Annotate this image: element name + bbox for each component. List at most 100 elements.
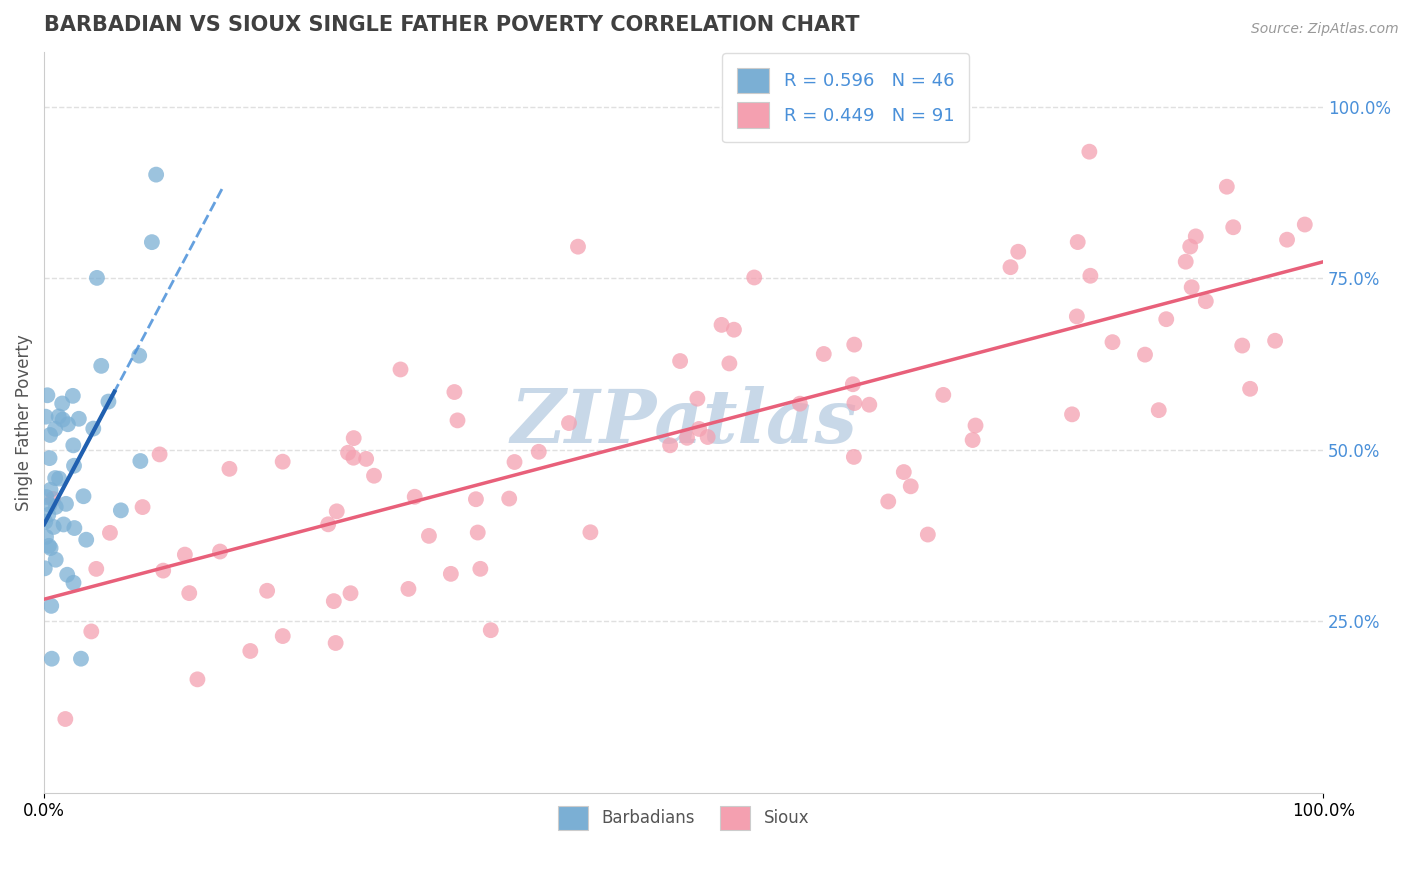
Point <box>145 168 167 182</box>
Point <box>271 455 294 469</box>
Point <box>39 428 62 442</box>
Point <box>479 623 502 637</box>
Point <box>464 492 486 507</box>
Point <box>917 527 939 541</box>
Point <box>844 337 866 351</box>
Point <box>38 498 60 512</box>
Point <box>1007 244 1029 259</box>
Point <box>72 489 94 503</box>
Point <box>42 520 65 534</box>
Point <box>337 446 360 460</box>
Point <box>742 270 765 285</box>
Point <box>842 377 865 392</box>
Point <box>39 483 62 497</box>
Point <box>34 561 56 575</box>
Point <box>84 562 107 576</box>
Point <box>51 396 73 410</box>
Point <box>669 354 692 368</box>
Point <box>1232 338 1254 352</box>
Point <box>893 465 915 479</box>
Point <box>813 347 835 361</box>
Point <box>1184 229 1206 244</box>
Point <box>688 422 710 436</box>
Point <box>63 458 86 473</box>
Point <box>1147 403 1170 417</box>
Point <box>82 421 104 435</box>
Point <box>316 517 339 532</box>
Point <box>52 517 75 532</box>
Point <box>1060 408 1083 422</box>
Point <box>48 472 70 486</box>
Point <box>62 438 84 452</box>
Point <box>659 438 682 452</box>
Point <box>326 504 349 518</box>
Y-axis label: Single Father Poverty: Single Father Poverty <box>15 334 32 510</box>
Point <box>503 455 526 469</box>
Point <box>389 362 412 376</box>
Point <box>97 394 120 409</box>
Point <box>470 562 492 576</box>
Point <box>39 541 62 555</box>
Point <box>322 594 344 608</box>
Point <box>446 413 468 427</box>
Point <box>418 529 440 543</box>
Point <box>129 454 152 468</box>
Point <box>86 271 108 285</box>
Point <box>55 497 77 511</box>
Point <box>567 240 589 254</box>
Point <box>152 564 174 578</box>
Text: Source: ZipAtlas.com: Source: ZipAtlas.com <box>1251 22 1399 37</box>
Point <box>34 515 56 529</box>
Point <box>34 409 56 424</box>
Point <box>467 525 489 540</box>
Point <box>343 431 366 445</box>
Point <box>53 712 76 726</box>
Point <box>271 629 294 643</box>
Point <box>844 396 866 410</box>
Point <box>70 651 93 665</box>
Text: ZIPatlas: ZIPatlas <box>510 386 858 458</box>
Point <box>558 416 581 430</box>
Point <box>443 384 465 399</box>
Point <box>38 539 60 553</box>
Point <box>45 500 67 514</box>
Point <box>696 430 718 444</box>
Point <box>39 599 62 613</box>
Point <box>44 422 66 436</box>
Point <box>128 349 150 363</box>
Point <box>37 388 59 402</box>
Point <box>1133 348 1156 362</box>
Point <box>42 491 65 506</box>
Point <box>56 567 79 582</box>
Point <box>141 235 163 249</box>
Point <box>498 491 520 506</box>
Point <box>218 462 240 476</box>
Point <box>56 417 79 432</box>
Point <box>1294 218 1316 232</box>
Point <box>110 503 132 517</box>
Point <box>718 356 741 370</box>
Point <box>676 431 699 445</box>
Point <box>67 411 90 425</box>
Point <box>44 471 66 485</box>
Legend: Barbadians, Sioux: Barbadians, Sioux <box>551 799 815 836</box>
Point <box>1239 382 1261 396</box>
Point <box>325 636 347 650</box>
Point <box>173 548 195 562</box>
Point <box>256 583 278 598</box>
Point <box>239 644 262 658</box>
Point <box>35 490 58 504</box>
Point <box>1066 310 1088 324</box>
Point <box>527 445 550 459</box>
Point <box>354 451 377 466</box>
Point <box>1154 312 1177 326</box>
Point <box>62 575 84 590</box>
Point <box>1181 280 1204 294</box>
Point <box>1078 145 1101 159</box>
Point <box>41 651 63 665</box>
Point <box>686 392 709 406</box>
Point <box>723 323 745 337</box>
Point <box>789 397 811 411</box>
Point <box>149 447 172 461</box>
Point <box>98 525 121 540</box>
